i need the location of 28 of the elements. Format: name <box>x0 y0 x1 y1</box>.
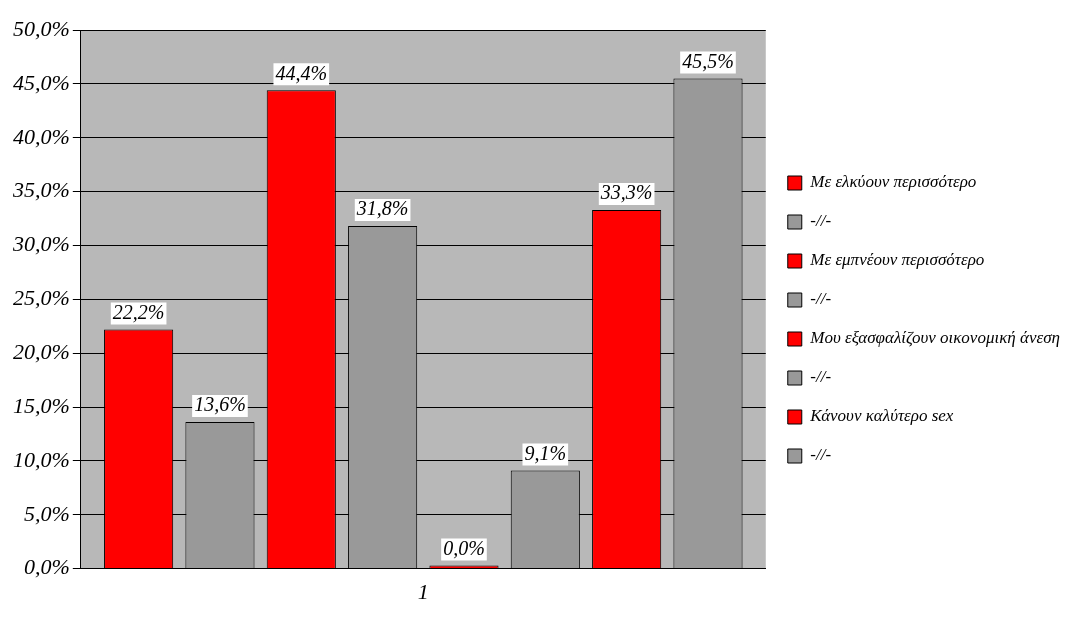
y-tick-label: 50,0% <box>13 15 70 41</box>
data-label: 13,6% <box>194 393 246 416</box>
y-tick-label: 5,0% <box>24 500 70 526</box>
y-tick-label: 30,0% <box>12 231 70 257</box>
data-label: 45,5% <box>682 49 734 72</box>
data-label: 33,3% <box>599 181 653 204</box>
y-tick-label: 45,0% <box>13 69 70 95</box>
legend-label: -//- <box>810 211 832 231</box>
y-tick-label: 20,0% <box>13 338 70 364</box>
data-label: 44,4% <box>275 61 328 84</box>
legend-label: -//- <box>810 367 832 387</box>
y-tick-label: 35,0% <box>12 177 70 203</box>
y-tick-label: 10,0% <box>13 446 70 472</box>
data-label: 9,1% <box>524 441 567 464</box>
legend-label: -//- <box>810 289 832 309</box>
data-label: 22,2% <box>112 300 165 323</box>
data-label: 0,0% <box>443 536 485 559</box>
y-tick-label: 15,0% <box>13 392 70 418</box>
legend-label: Κάνουν καλύτερο sex <box>809 406 954 426</box>
legend-label: Με εμπνέουν περισσότερο <box>809 250 985 270</box>
y-tick-label: 25,0% <box>13 285 70 311</box>
y-tick-label: 40,0% <box>13 123 70 149</box>
x-tick-label: 1 <box>417 578 429 604</box>
y-tick-label: 0,0% <box>24 554 70 580</box>
legend-label: Μου εξασφαλίζουν οικονομική άνεση <box>809 328 1061 348</box>
legend-label: Με ελκύουν περισσότερο <box>809 172 977 192</box>
legend-label: -//- <box>810 445 832 465</box>
data-label: 31,8% <box>355 197 409 220</box>
